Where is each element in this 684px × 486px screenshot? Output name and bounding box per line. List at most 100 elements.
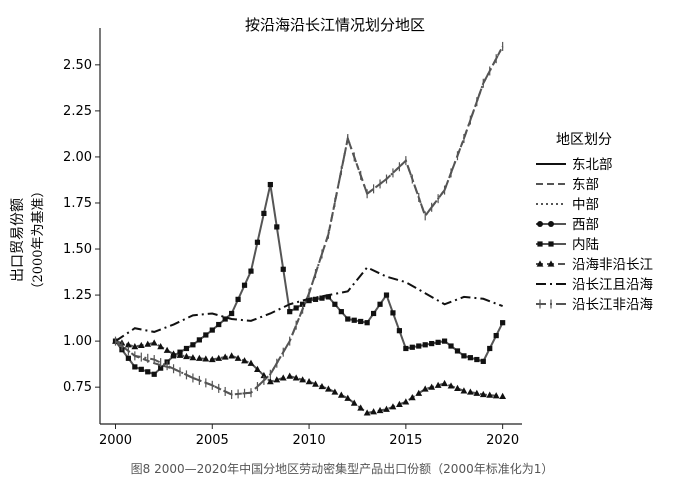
figure-caption: 图8 2000—2020年中国分地区劳动密集型产品出口份额（2000年标准化为1… [130,462,554,476]
data-point [448,343,454,349]
y-axis-sublabel: （2000年为基准） [31,184,46,295]
data-point [351,317,357,323]
y-tick-label: 0.75 [63,380,92,395]
data-point [222,316,228,322]
data-point [151,371,157,377]
data-point [332,301,338,307]
data-point [383,405,390,412]
data-point [150,339,158,346]
data-point [345,316,351,322]
data-point [493,332,499,339]
axes: 2000 2005 2010 2015 2020 0.75 1.00 1.25 1.50 1.75… [63,28,522,448]
data-point [274,224,280,230]
data-point [208,355,216,363]
data-point [429,340,435,347]
data-point [337,391,345,398]
data-point [319,295,325,301]
data-point [325,385,332,392]
data-point [157,343,165,350]
data-point [363,409,371,416]
data-point [163,346,171,353]
data-point [215,354,223,361]
data-point [293,305,299,311]
data-point [474,356,480,363]
data-point [216,321,222,328]
data-point [254,365,261,372]
legend-label: 西部 [572,217,599,233]
data-point [434,381,442,388]
data-point [396,400,403,407]
data-point [137,341,145,349]
data-point [383,292,390,298]
legend-marker [537,241,543,247]
data-point [428,383,436,390]
series-沿长江且沿海 [114,266,503,342]
legend-item: 内陆 [536,237,599,253]
data-point [202,355,210,362]
data-point [312,380,319,387]
data-point [454,384,461,391]
data-point [241,282,248,288]
data-point [338,309,344,315]
data-point [460,387,468,394]
data-point [390,310,396,316]
data-point [195,354,203,361]
data-point [422,342,428,348]
data-point [350,399,358,406]
data-point [176,351,184,358]
y-tick-label: 1.50 [63,242,92,257]
data-point [364,320,370,326]
data-point [447,382,455,389]
x-tick-label: 2020 [486,433,519,448]
data-point [402,398,410,405]
data-point [158,365,164,371]
data-point [183,352,190,360]
data-point [254,239,261,245]
data-point [487,345,493,352]
data-point [286,372,294,379]
x-tick-label: 2010 [293,433,326,448]
data-point [248,268,254,274]
legend-item: 西部 [536,217,599,233]
data-point [435,339,441,345]
y-axis-label: 出口贸易份额 [10,198,26,282]
data-point [280,266,286,272]
data-point [209,327,215,333]
data-point [376,406,384,414]
legend-label: 沿海非沿长江 [572,257,653,273]
data-point [408,394,416,401]
legend-marker [547,260,555,267]
data-point [183,345,190,352]
data-point [305,378,313,385]
data-point [235,296,241,302]
data-point [441,338,448,344]
data-point [267,181,273,188]
data-point [228,352,236,359]
data-point [266,378,274,385]
data-point [196,337,202,343]
legend-label: 内陆 [572,237,599,253]
data-point [312,296,319,302]
data-point [466,388,474,395]
data-point [170,350,177,357]
data-point [492,392,500,399]
data-point [292,374,300,381]
data-point [403,345,409,352]
data-point [479,390,487,398]
data-point [306,297,312,304]
series-内陆 [112,181,506,377]
data-point [279,374,287,381]
legend-label: 东北部 [572,157,613,173]
data-point [145,369,151,375]
data-point [241,357,248,364]
data-point [203,332,209,338]
series-沿长江非沿海 [114,41,504,400]
data-point [370,310,377,317]
data-point [260,371,268,379]
data-point [247,359,255,366]
data-point [500,320,506,326]
legend-item: 东部 [536,177,599,193]
data-point [421,385,429,392]
legend-item: 沿长江且沿海 [536,277,653,293]
